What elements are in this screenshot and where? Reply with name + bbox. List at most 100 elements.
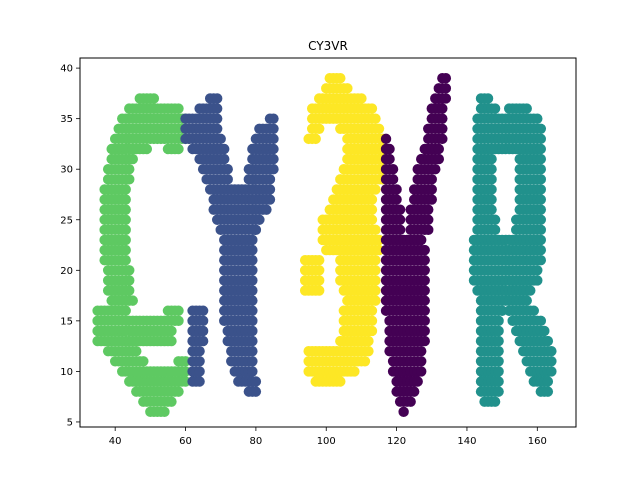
data-point (535, 224, 547, 236)
data-point (486, 153, 497, 165)
data-point (535, 174, 547, 185)
data-point (535, 254, 547, 266)
data-point (159, 406, 170, 418)
data-point (250, 224, 262, 236)
y-tick-label: 5 (67, 417, 73, 428)
data-point (493, 376, 504, 387)
data-point (489, 214, 501, 225)
data-point (437, 133, 448, 145)
data-point (387, 164, 399, 175)
data-point (486, 204, 497, 215)
y-tick-label: 25 (60, 215, 73, 226)
data-point (194, 345, 205, 357)
data-point (535, 123, 547, 134)
data-point (405, 396, 416, 407)
data-point (370, 295, 381, 306)
data-point (247, 244, 258, 256)
y-tick-label: 30 (60, 165, 73, 176)
data-point (366, 103, 378, 114)
y-tick-label: 15 (60, 316, 73, 327)
data-point (437, 103, 448, 114)
data-point (430, 164, 441, 175)
data-point (131, 345, 142, 357)
data-point (173, 315, 184, 327)
data-point (535, 204, 547, 215)
data-point (124, 285, 135, 296)
data-point (120, 194, 131, 205)
data-point (493, 315, 504, 327)
data-point (173, 386, 184, 397)
data-point (535, 143, 547, 155)
data-point (247, 305, 258, 316)
data-point (416, 345, 427, 357)
data-point (366, 315, 378, 327)
data-point (247, 275, 258, 286)
data-point (419, 305, 430, 316)
data-point (493, 325, 504, 337)
data-point (440, 73, 452, 84)
data-point (342, 83, 353, 94)
data-point (247, 295, 258, 306)
data-point (440, 93, 452, 104)
data-point (120, 214, 131, 225)
data-point (211, 93, 223, 104)
data-point (261, 204, 272, 215)
series-r (468, 93, 557, 407)
data-point (250, 386, 262, 397)
data-point (247, 345, 258, 357)
data-point (366, 204, 378, 215)
data-point (197, 315, 209, 327)
data-point (437, 113, 448, 124)
data-point (426, 174, 437, 185)
data-point (391, 194, 402, 205)
data-point (366, 325, 378, 337)
data-point (141, 143, 153, 155)
data-point (211, 123, 223, 134)
x-tick-label: 40 (109, 436, 122, 447)
data-point (335, 73, 346, 84)
data-point (525, 285, 536, 296)
data-point (219, 143, 230, 155)
data-point (419, 285, 430, 296)
data-point (419, 275, 430, 286)
data-point (528, 305, 539, 316)
data-point (247, 315, 258, 327)
data-point (314, 123, 325, 134)
data-point (416, 356, 427, 367)
data-point (363, 335, 374, 347)
data-point (366, 305, 378, 316)
data-point (423, 204, 434, 215)
data-point (370, 285, 381, 296)
x-axis: 40 60 80 100 120 140 160 (109, 427, 547, 447)
data-point (124, 164, 135, 175)
data-point (419, 265, 430, 276)
data-point (412, 376, 423, 387)
data-point (416, 366, 427, 377)
data-point (197, 325, 209, 337)
y-tick-label: 20 (60, 266, 73, 277)
data-point (486, 174, 497, 185)
data-point (387, 174, 399, 185)
data-point (120, 254, 131, 266)
data-point (535, 315, 547, 327)
y-tick-label: 40 (60, 64, 73, 75)
data-point (546, 345, 557, 357)
data-point (264, 184, 276, 195)
data-point (426, 194, 437, 205)
data-point (314, 254, 325, 266)
data-point (363, 345, 374, 357)
y-axis: 5 10 15 20 25 30 35 40 (60, 64, 80, 428)
data-point (394, 214, 406, 225)
data-point (314, 275, 325, 286)
data-point (542, 386, 554, 397)
data-point (489, 224, 501, 236)
data-point (493, 386, 504, 397)
data-point (120, 305, 131, 316)
data-point (493, 345, 504, 357)
data-point (370, 113, 381, 124)
data-point (366, 214, 378, 225)
data-point (268, 113, 279, 124)
data-point (268, 153, 279, 165)
data-point (222, 174, 233, 185)
data-point (173, 103, 184, 114)
